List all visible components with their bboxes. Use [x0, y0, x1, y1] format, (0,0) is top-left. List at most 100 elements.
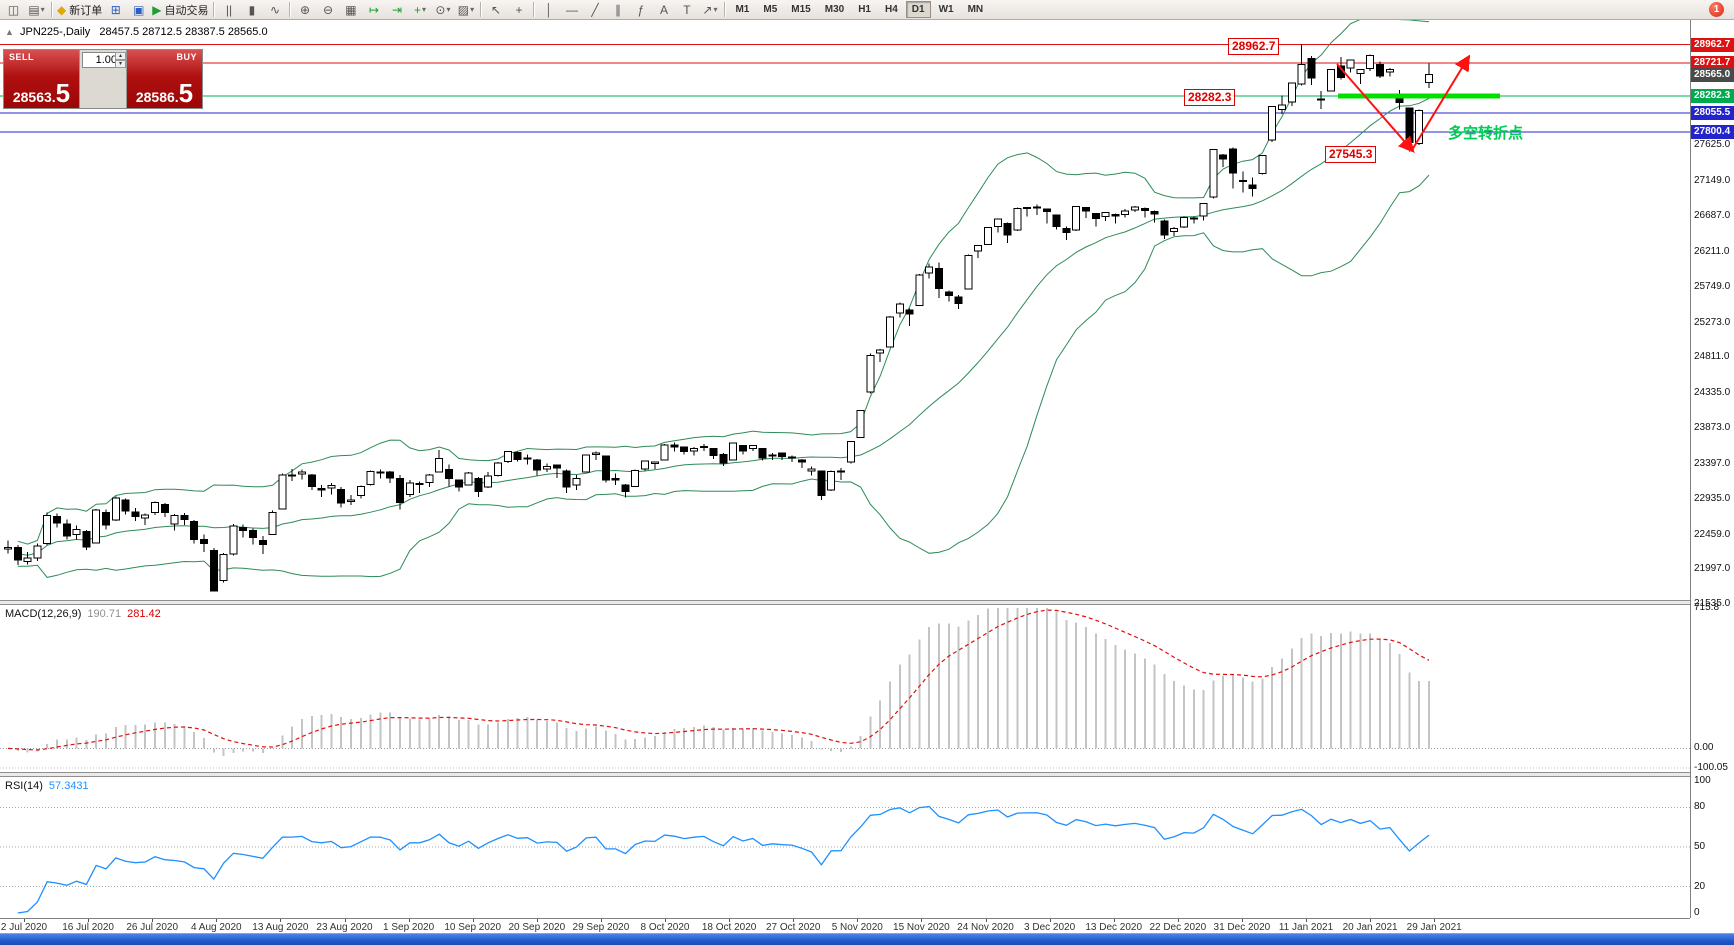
annotation-note-text[interactable]: 多空转折点 — [1448, 125, 1524, 142]
rsi-panel-canvas[interactable] — [0, 777, 1690, 918]
date-label: 23 Aug 2020 — [316, 922, 373, 933]
annotation-price-label[interactable]: 28282.3 — [1184, 89, 1236, 106]
bar-chart-button[interactable]: || — [217, 1, 240, 19]
sell-price: 28563.5 — [12, 78, 71, 108]
cursor-button[interactable]: ↖ — [484, 1, 507, 19]
price-tag: 27800.4 — [1691, 125, 1734, 140]
new-chart-button[interactable]: ◫ — [2, 1, 25, 19]
date-tick — [280, 919, 282, 922]
buy-button[interactable]: BUY 28586.5 — [127, 50, 202, 108]
annotation-price-label[interactable]: 28962.7 — [1228, 38, 1280, 55]
date-label: 26 Jul 2020 — [126, 922, 179, 933]
cursor-icon: ↖ — [490, 2, 501, 17]
tile-windows-button[interactable]: ▦ — [339, 1, 362, 19]
date-tick — [665, 919, 666, 922]
chevron-down-icon: ▾ — [713, 5, 718, 14]
panel-divider[interactable] — [0, 772, 1734, 777]
line-chart-button[interactable]: ∿ — [263, 1, 286, 19]
channel-icon: ∥ — [614, 2, 621, 17]
autotrading-button[interactable]: ▶ 自动交易 — [150, 1, 210, 19]
fibonacci-button[interactable]: ƒ — [629, 1, 652, 19]
new-order-button[interactable]: ◆ 新订单 — [55, 1, 104, 19]
axis-label: 25273.0 — [1694, 316, 1731, 328]
chevron-down-icon: ▾ — [446, 5, 451, 14]
toolbar-separator — [480, 2, 482, 17]
macd-axis-label: -100.05 — [1694, 762, 1728, 773]
horizontal-line-icon: ― — [565, 2, 578, 17]
candlestick-chart-button[interactable]: ▮ — [240, 1, 263, 19]
channel-button[interactable]: ∥ — [606, 1, 629, 19]
chart-shift-button[interactable]: ⇥ — [385, 1, 408, 19]
templates-button[interactable]: ▨ ▾ — [454, 1, 477, 19]
date-tick — [921, 919, 923, 922]
timeframe-button-m15[interactable]: M15 — [791, 4, 811, 15]
timeframe-button-h1[interactable]: H1 — [858, 4, 871, 15]
rsi-axis-label: 100 — [1694, 775, 1711, 786]
timeframe-button-m30[interactable]: M30 — [824, 4, 845, 15]
date-label: 29 Sep 2020 — [572, 922, 630, 933]
chevron-down-icon: ▾ — [470, 5, 475, 14]
arrow-object-icon: ↗ — [702, 2, 713, 17]
volume-down-button[interactable]: ▾ — [115, 60, 126, 68]
axis-label: 24335.0 — [1694, 387, 1731, 399]
trendline-button[interactable]: ╱ — [583, 1, 606, 19]
panel-divider[interactable] — [0, 600, 1734, 605]
tile-windows-icon: ▦ — [345, 2, 357, 17]
navigator-button[interactable]: ▣ — [127, 1, 150, 19]
profiles-button[interactable]: ▤ ▾ — [25, 1, 48, 19]
toolbar-separator — [724, 2, 726, 17]
text-label-button[interactable]: T — [675, 1, 698, 19]
timeframe-group: M1 M5 M15 M30 H1 H4 D1 W1 MN — [728, 1, 990, 18]
sell-button[interactable]: SELL 28563.5 — [4, 50, 79, 108]
date-label: 3 Dec 2020 — [1024, 922, 1076, 933]
date-label: 18 Oct 2020 — [701, 922, 757, 933]
charts-button[interactable]: ⊞ — [104, 1, 127, 19]
arrows-button[interactable]: ↗ ▾ — [698, 1, 721, 19]
volume-input[interactable] — [82, 52, 120, 68]
macd-panel-canvas[interactable] — [0, 605, 1690, 772]
main-chart-overlay: 28962.7 28282.3 27545.3 多空转折点 — [0, 20, 1690, 600]
bar-chart-icon: || — [225, 2, 233, 17]
zoom-out-button[interactable]: ⊖ — [316, 1, 339, 19]
timeframe-button-h4[interactable]: H4 — [884, 4, 898, 15]
axis-label: 21997.0 — [1694, 563, 1731, 575]
macd-main-value: 190.71 — [87, 608, 122, 620]
horizontal-line-button[interactable]: ― — [560, 1, 583, 19]
vertical-line-button[interactable]: │ — [537, 1, 560, 19]
ohlc-values: 28457.5 28712.5 28387.5 28565.0 — [99, 26, 268, 38]
annotation-price-label[interactable]: 27545.3 — [1325, 146, 1377, 163]
axis-label: 26211.0 — [1694, 245, 1730, 257]
taskbar[interactable] — [0, 933, 1734, 945]
timeframe-button-d1[interactable]: D1 — [905, 1, 931, 18]
price-tag: 28055.5 — [1691, 106, 1734, 120]
chart-shift-icon: ⇥ — [391, 2, 402, 17]
collapse-panel-icon[interactable]: ▲ — [5, 27, 14, 37]
toolbar-separator — [51, 2, 52, 17]
date-axis[interactable]: 2 Jul 2020 16 Jul 2020 26 Jul 2020 4 Aug 20… — [0, 918, 1690, 934]
zoom-in-button[interactable]: ⊕ — [293, 1, 316, 19]
profiles-icon: ▤ — [28, 2, 40, 17]
axis-label: 27625.0 — [1694, 139, 1731, 151]
chevron-down-icon: ▾ — [40, 5, 45, 14]
date-tick — [152, 919, 154, 922]
timeframe-button-w1[interactable]: W1 — [938, 4, 954, 15]
timeframe-button-m5[interactable]: M5 — [763, 4, 778, 15]
date-tick — [1049, 919, 1051, 922]
periods-button[interactable]: ⊙ ▾ — [431, 1, 454, 19]
price-axis[interactable]: 27625.0 27149.0 26687.0 26211.0 25749.0 25273… — [1690, 20, 1734, 918]
text-button[interactable]: A — [652, 1, 675, 19]
main-chart-canvas[interactable] — [0, 20, 1690, 600]
timeframe-button-m1[interactable]: M1 — [735, 4, 750, 15]
axis-label: 24811.0 — [1694, 351, 1730, 363]
notification-badge[interactable]: 1 — [1709, 2, 1724, 17]
crosshair-button[interactable]: + — [507, 1, 530, 19]
price-tag: 28565.0 — [1691, 67, 1734, 82]
timeframe-button-mn[interactable]: MN — [967, 4, 984, 15]
indicators-button[interactable]: + ▾ — [408, 1, 431, 19]
template-icon: ▨ — [457, 2, 470, 17]
one-click-trading-panel: SELL 28563.5 ▴ ▾ BUY 28586.5 — [3, 49, 203, 109]
volume-up-button[interactable]: ▴ — [115, 52, 126, 60]
auto-scroll-button[interactable]: ↦ — [362, 1, 385, 19]
date-tick — [88, 919, 90, 922]
date-label: 13 Dec 2020 — [1085, 922, 1143, 933]
